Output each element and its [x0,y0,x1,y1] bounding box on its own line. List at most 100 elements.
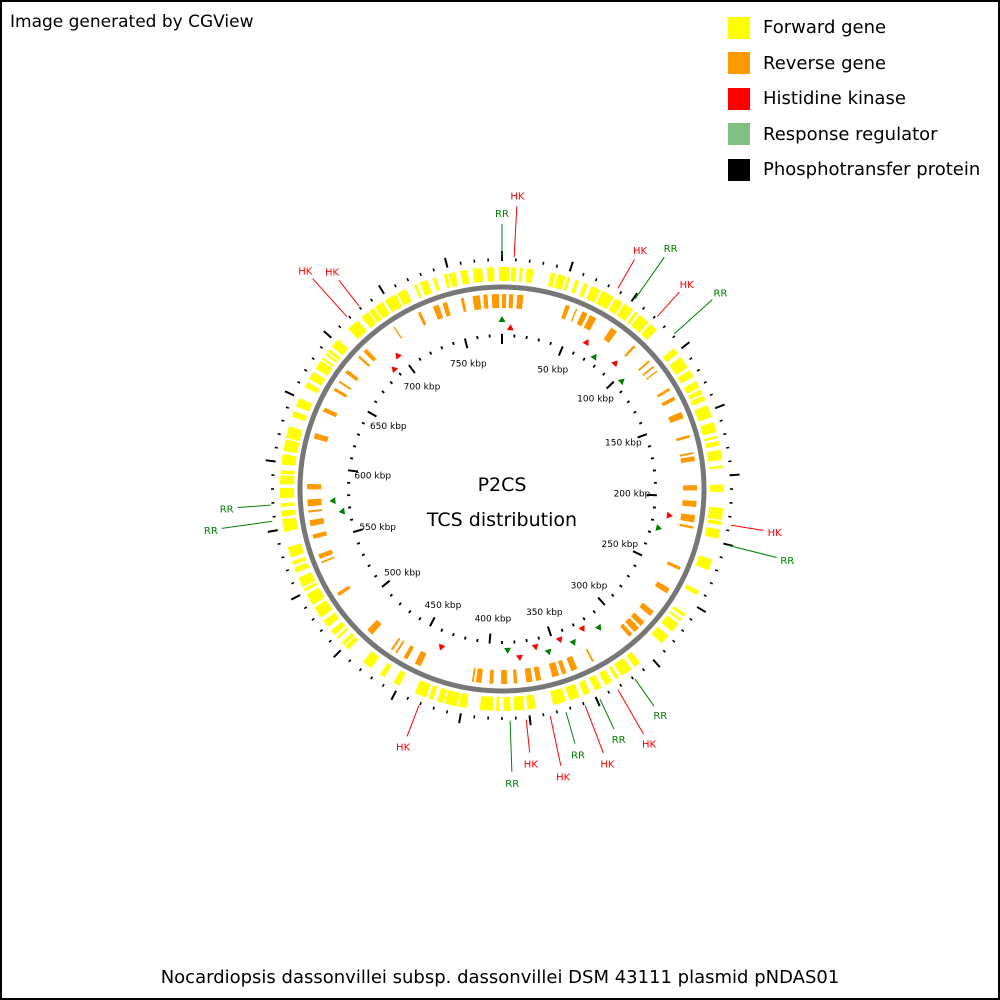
reverse-gene-block [471,667,476,682]
reverse-gene-block [390,637,401,651]
forward-gene-block [292,410,308,422]
outer-major-tick [723,542,734,547]
reverse-gene-block [417,311,427,326]
outer-minor-tick [432,706,435,710]
forward-gene-block [348,320,367,340]
ruler-minor-tick [398,602,402,606]
forward-gene-block [341,632,355,646]
outer-major-tick [594,696,601,707]
reverse-gene-block [682,485,697,491]
reverse-gene-swatch [728,52,750,75]
outer-minor-tick [719,556,723,559]
ruler-minor-tick [537,338,540,342]
outer-minor-tick [277,432,281,436]
outer-minor-tick [319,628,324,633]
forward-gene-block [414,680,431,698]
outer-major-tick [390,690,397,701]
outer-major-tick [528,715,532,726]
callout-line [513,206,518,258]
reverse-gene-block [524,667,533,683]
forward-gene-block [280,502,295,507]
response-regulator-label: RR [780,556,794,567]
outer-minor-tick [652,315,656,319]
ruler-minor-tick [381,390,385,394]
ruler-minor-tick [373,574,378,578]
outer-minor-tick [641,306,646,311]
forward-gene-block [707,519,722,526]
ruler-major-tick [367,410,377,418]
reverse-gene-block [318,549,334,559]
reverse-gene-track [307,294,697,684]
reverse-gene-block [583,314,597,331]
reverse-gene-block [620,623,633,637]
histidine-kinase-label: HK [298,267,313,278]
histidine-kinase-marker [578,624,585,632]
ruler-tick-label: 200 kbp [614,490,651,500]
forward-gene-block [703,435,719,442]
ruler-major-tick [408,364,416,374]
forward-gene-block [428,685,438,701]
callout-line [726,544,777,558]
outer-minor-tick [285,569,290,572]
forward-gene-block [705,440,720,449]
reverse-gene-block [345,369,359,382]
forward-gene-block [669,356,688,376]
reverse-gene-block [680,456,695,464]
reverse-gene-block [533,666,542,681]
forward-gene-block [280,487,295,499]
outer-minor-tick [630,676,634,680]
outer-minor-tick [714,569,719,572]
reverse-gene-block [625,617,640,633]
histidine-kinase-label: HK [524,759,539,770]
legend-item-forward-gene: Forward gene [728,10,980,46]
forward-gene-block [362,651,380,669]
reverse-gene-block [414,650,427,667]
forward-gene-block [687,389,703,400]
forward-gene-block [327,349,341,361]
ruler-major-tick [352,528,364,534]
callout-line [338,279,360,307]
histidine-kinase-label: HK [680,280,695,291]
tcs-arrow-markers [329,316,673,662]
forward-gene-block [303,582,318,592]
reverse-gene-block [656,387,671,398]
ruler-minor-tick [592,364,596,369]
forward-gene-block [616,303,634,322]
forward-gene-block [432,277,440,292]
ruler-tick-label: 250 kbp [601,540,638,550]
reverse-gene-block [679,523,694,529]
outer-minor-tick [406,696,410,700]
reverse-gene-block [557,659,567,675]
forward-gene-block [479,695,494,711]
ruler-minor-tick [429,351,433,355]
outer-minor-tick [641,667,646,672]
organism-caption: Nocardiopsis dassonvillei subsp. dassonv… [160,967,840,988]
ruler-minor-tick [650,518,655,521]
reverse-gene-block [502,294,507,309]
ruler-minor-tick [643,542,648,545]
callout-line [549,715,562,766]
ruler-tick-label: 400 kbp [475,615,512,625]
outer-minor-tick [542,261,545,265]
reverse-gene-block [624,345,636,358]
ruler-minor-tick [650,457,655,460]
ruler-minor-tick [647,445,652,448]
forward-gene-block [294,562,310,573]
callout-line [599,699,615,730]
forward-gene-block [502,267,510,282]
outer-major-tick [652,658,661,668]
ruler-major-tick [348,469,359,473]
response-regulator-marker [544,648,552,656]
outer-major-tick [378,284,385,295]
forward-gene-block [662,348,678,363]
outer-minor-tick [393,284,397,288]
reverse-gene-block [432,304,444,320]
outer-minor-tick [277,542,281,546]
histidine-kinase-label: HK [642,740,657,751]
callout-line [584,705,604,754]
outer-minor-tick [680,628,685,633]
ruler-minor-tick [352,445,357,448]
forward-gene-block [589,674,602,691]
legend-label: Phosphotransfer protein [763,159,981,181]
